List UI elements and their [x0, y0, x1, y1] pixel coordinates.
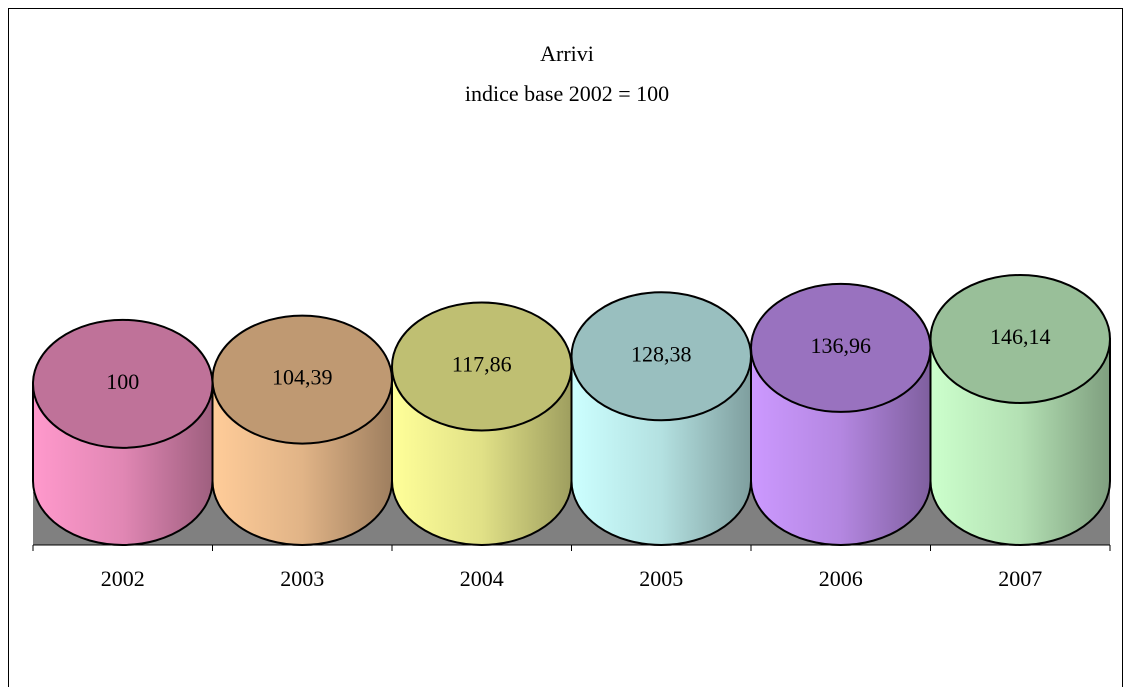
cylinder-top-shade [33, 319, 213, 448]
x-tick-label: 2007 [998, 566, 1042, 591]
chart-title: Arrivi [540, 41, 594, 66]
x-tick-label: 2003 [280, 566, 324, 591]
value-label: 100 [106, 369, 139, 394]
chart-subtitle: indice base 2002 = 100 [465, 81, 669, 106]
cylinder-top [929, 274, 1111, 404]
cylinder-top-shade [930, 275, 1110, 403]
cylinder-top-shade [571, 292, 751, 421]
x-tick-label: 2006 [819, 566, 863, 591]
value-label: 117,86 [452, 352, 512, 377]
cylinder-top-shade [392, 302, 572, 431]
cylinder-top-shade [212, 315, 392, 444]
value-label: 104,39 [272, 365, 333, 390]
value-label: 146,14 [990, 324, 1051, 349]
value-label: 136,96 [811, 333, 872, 358]
cylinder-top-shade [751, 283, 931, 412]
value-label: 128,38 [631, 341, 692, 366]
x-tick-label: 2005 [639, 566, 683, 591]
x-tick-label: 2002 [101, 566, 145, 591]
x-tick-label: 2004 [460, 566, 504, 591]
